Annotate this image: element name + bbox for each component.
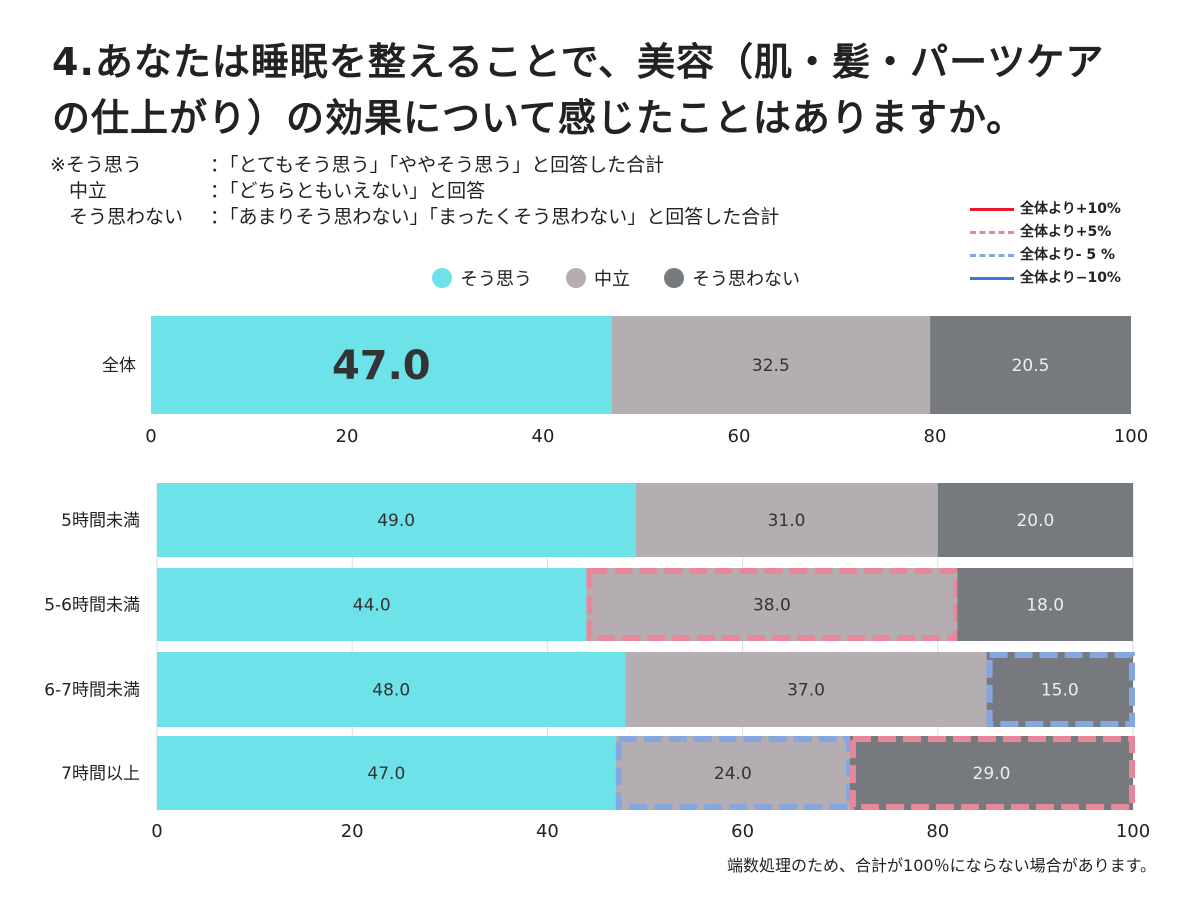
data-label: 38.0 (753, 596, 791, 616)
reference-legend-label: 全体より- 5 % (1020, 247, 1116, 263)
note-key: 中立 (50, 180, 108, 202)
reference-legend-item: 全体より+10% (970, 198, 1121, 221)
data-label: 48.0 (372, 681, 410, 701)
legend-label: そう思う (460, 269, 532, 290)
x-tick-label: 80 (926, 821, 949, 842)
note-row: そう思わない ：「あまりそう思わない」「まったくそう思わない」と回答した合計 (50, 204, 779, 230)
note-value: ：「どちらともいえない」と回答 (210, 180, 486, 202)
reference-line-swatch (970, 208, 1014, 211)
definition-notes: ※そう思う ：「とてもそう思う」「ややそう思う」と回答した合計 中立 ：「どちらとも… (50, 152, 779, 230)
x-tick-label: 80 (924, 426, 947, 447)
data-label: 15.0 (1041, 681, 1079, 701)
legend-item: そう思う (432, 265, 532, 291)
data-label: 32.5 (752, 356, 790, 376)
bar-segment (151, 316, 612, 414)
reference-legend-label: 全体より−10% (1020, 270, 1121, 286)
highlight-outline (615, 736, 852, 810)
highlight-outline (586, 568, 960, 641)
category-label: 全体 (102, 356, 136, 376)
series-legend: そう思う 中立 そう思わない (432, 265, 800, 291)
chart-title: 4.あなたは睡眠を整えることで、美容（肌・髪・パーツケア の仕上がり）の効果につ… (52, 34, 1104, 146)
note-value: ：「とてもそう思う」「ややそう思う」と回答した合計 (210, 154, 665, 176)
bar-segment (157, 652, 626, 727)
x-tick-label: 40 (532, 426, 555, 447)
bar-segment (586, 568, 958, 641)
category-label: 6-7時間未満 (44, 681, 140, 701)
reference-line-swatch (970, 231, 1014, 234)
x-tick-label: 0 (145, 426, 156, 447)
data-label: 49.0 (377, 511, 415, 531)
bar-segment (635, 483, 938, 557)
x-tick-label: 20 (341, 821, 364, 842)
reference-line-swatch (970, 277, 1014, 280)
reference-legend-label: 全体より+5% (1020, 224, 1112, 240)
data-label: 47.0 (367, 764, 405, 784)
bar-segment (986, 652, 1133, 727)
data-label: 31.0 (768, 511, 806, 531)
title-line-2: の仕上がり）の効果について感じたことはありますか。 (52, 96, 1026, 140)
data-label: 37.0 (787, 681, 825, 701)
legend-swatch (664, 268, 684, 288)
data-label: 20.0 (1016, 511, 1054, 531)
note-key: そう思わない (50, 206, 184, 228)
legend-swatch (566, 268, 586, 288)
note-value: ：「あまりそう思わない」「まったくそう思わない」と回答した合計 (210, 206, 780, 228)
reference-legend: 全体より+10% 全体より+5% 全体より- 5 % 全体より−10% (970, 198, 1121, 290)
footnote: 端数処理のため、合計が100％にならない場合があります。 (727, 856, 1156, 875)
category-label: 5時間未満 (61, 511, 140, 531)
bar-segment (937, 483, 1133, 557)
title-line-1: 4.あなたは睡眠を整えることで、美容（肌・髪・パーツケア (52, 40, 1105, 84)
note-row: ※そう思う ：「とてもそう思う」「ややそう思う」と回答した合計 (50, 152, 779, 178)
data-label: 47.0 (332, 343, 431, 389)
bar-segment (957, 568, 1133, 641)
x-tick-label: 60 (731, 821, 754, 842)
note-key: ※そう思う (50, 154, 142, 176)
note-row: 中立 ：「どちらともいえない」と回答 (50, 178, 779, 204)
bar-segment (611, 316, 931, 414)
highlight-outline (986, 652, 1135, 727)
x-tick-label: 20 (336, 426, 359, 447)
reference-legend-item: 全体より- 5 % (970, 244, 1121, 267)
bar-segment (625, 652, 987, 727)
data-label: 29.0 (973, 764, 1011, 784)
bar-segment (157, 568, 587, 641)
category-label: 7時間以上 (61, 764, 140, 784)
reference-legend-label: 全体より+10% (1020, 201, 1121, 217)
category-label: 5-6時間未満 (44, 596, 140, 616)
bar-segment (157, 736, 616, 810)
bar-segment (157, 483, 636, 557)
legend-swatch (432, 268, 452, 288)
x-tick-label: 60 (728, 426, 751, 447)
reference-legend-item: 全体より+5% (970, 221, 1121, 244)
x-tick-label: 100 (1114, 426, 1148, 447)
legend-item: 中立 (566, 265, 630, 291)
legend-label: そう思わない (692, 269, 800, 290)
data-label: 18.0 (1026, 596, 1064, 616)
bar-segment (930, 316, 1131, 414)
highlight-outline (849, 736, 1136, 810)
legend-label: 中立 (594, 269, 630, 290)
bar-segment (849, 736, 1133, 810)
reference-line-swatch (970, 254, 1014, 257)
legend-item: そう思わない (664, 265, 800, 291)
data-label: 20.5 (1012, 356, 1050, 376)
data-label: 24.0 (714, 764, 752, 784)
bar-segment (615, 736, 850, 810)
data-label: 44.0 (353, 596, 391, 616)
reference-legend-item: 全体より−10% (970, 267, 1121, 290)
x-tick-label: 0 (151, 821, 162, 842)
x-tick-label: 40 (536, 821, 559, 842)
x-tick-label: 100 (1116, 821, 1150, 842)
